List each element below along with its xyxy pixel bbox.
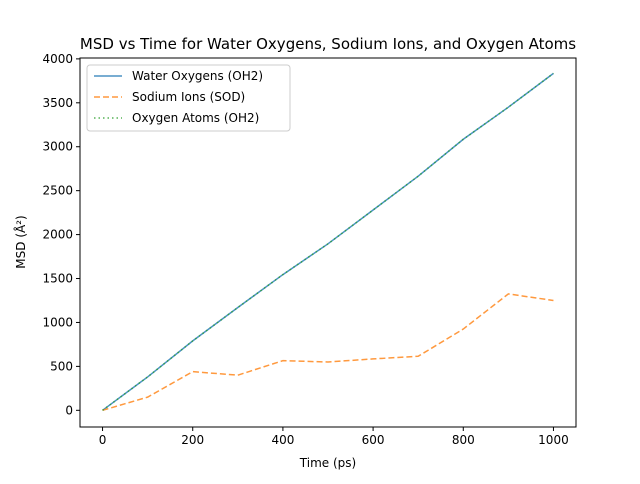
x-axis-label: Time (ps): [299, 456, 356, 470]
x-tick-label: 800: [452, 433, 475, 447]
x-axis: 0 200 400 600 800 1000: [99, 427, 569, 447]
y-axis-label: MSD (Å²): [13, 215, 28, 268]
chart-title: MSD vs Time for Water Oxygens, Sodium Io…: [80, 35, 576, 53]
y-tick-label: 0: [65, 403, 73, 417]
legend: Water Oxygens (OH2) Sodium Ions (SOD) Oxyg…: [86, 64, 291, 132]
x-tick-label: 1000: [538, 433, 569, 447]
series-line-1: [102, 293, 554, 412]
y-tick-label: 1000: [42, 315, 73, 329]
series-line-2: [102, 72, 554, 411]
axes-frame: [79, 57, 577, 428]
x-tick-label: 600: [362, 433, 385, 447]
y-tick-label: 1500: [42, 272, 73, 286]
plot-area: [102, 72, 554, 412]
x-tick-label: 0: [99, 433, 107, 447]
y-axis: 0 500 1000 1500 2000 2500 3000 3500 4000: [42, 52, 80, 417]
y-tick-label: 2500: [42, 184, 73, 198]
legend-label-2: Oxygen Atoms (OH2): [132, 111, 259, 125]
y-tick-label: 2000: [42, 228, 73, 242]
x-tick-label: 400: [271, 433, 294, 447]
legend-box: [86, 64, 291, 132]
y-tick-label: 3500: [42, 96, 73, 110]
legend-label-1: Sodium Ions (SOD): [132, 90, 245, 104]
y-tick-label: 3000: [42, 140, 73, 154]
y-tick-label: 500: [50, 359, 73, 373]
y-tick-label: 4000: [42, 52, 73, 66]
legend-label-0: Water Oxygens (OH2): [132, 69, 263, 83]
x-tick-label: 200: [181, 433, 204, 447]
